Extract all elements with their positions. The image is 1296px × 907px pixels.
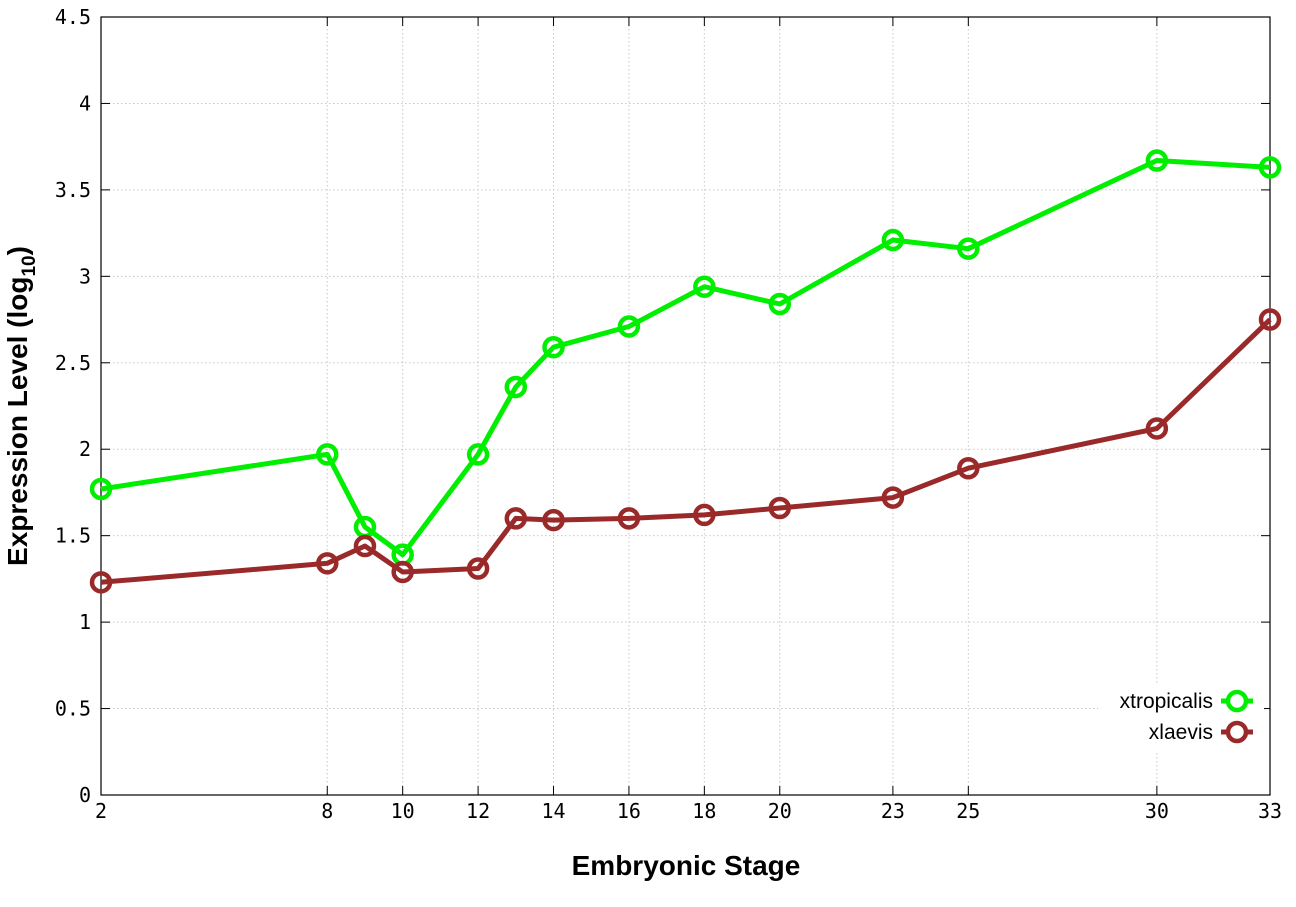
legend: xtropicalis xlaevis bbox=[1098, 683, 1264, 751]
data-point bbox=[1258, 156, 1282, 179]
y-tick-label: 2 bbox=[79, 437, 91, 461]
y-axis-title-main: Expression Level (log bbox=[2, 277, 33, 566]
data-point bbox=[693, 275, 716, 298]
data-point bbox=[617, 507, 641, 530]
y-tick-label: 1.5 bbox=[55, 524, 91, 548]
data-point bbox=[881, 486, 905, 509]
data-point bbox=[957, 456, 980, 480]
legend-marker bbox=[1225, 689, 1249, 713]
x-tick-label: 20 bbox=[768, 799, 792, 823]
x-tick-label: 10 bbox=[391, 799, 415, 823]
data-point bbox=[504, 375, 528, 399]
y-axis-title-close: ) bbox=[2, 246, 33, 255]
data-point bbox=[89, 477, 113, 501]
y-tick-label: 0.5 bbox=[55, 697, 91, 721]
y-tick-label: 0 bbox=[79, 783, 91, 807]
legend-label: xtropicalis bbox=[1120, 690, 1213, 713]
axis-ticks: 0 0.5 1 1.5 2 2.5 3 3.5 4 4.5 2 8 10 12 14 16 18 20 23 25 30… bbox=[55, 5, 1282, 823]
data-point bbox=[391, 560, 414, 584]
data-point bbox=[353, 534, 377, 558]
x-tick-label: 14 bbox=[541, 799, 565, 823]
data-point bbox=[1258, 308, 1282, 331]
x-tick-label: 18 bbox=[692, 799, 716, 823]
y-axis-title: Expression Level (log10) bbox=[2, 246, 40, 566]
series-xlaevis bbox=[89, 308, 1282, 594]
data-point bbox=[466, 557, 490, 580]
data-point bbox=[881, 228, 905, 252]
data-point bbox=[1145, 417, 1169, 440]
data-point bbox=[316, 552, 339, 575]
y-tick-label: 4.5 bbox=[55, 5, 91, 29]
data-point bbox=[617, 315, 641, 338]
x-tick-label: 12 bbox=[466, 799, 490, 823]
grid bbox=[101, 17, 1270, 795]
data-point bbox=[353, 515, 377, 539]
x-tick-label: 25 bbox=[956, 799, 980, 823]
series-line bbox=[100, 158, 1271, 558]
data-point bbox=[768, 496, 792, 520]
data-point bbox=[89, 571, 113, 594]
data-series bbox=[89, 149, 1282, 594]
y-tick-label: 1 bbox=[79, 610, 91, 634]
data-point bbox=[316, 443, 339, 466]
y-tick-label: 4 bbox=[79, 91, 91, 115]
data-point bbox=[1145, 149, 1169, 172]
x-tick-label: 8 bbox=[321, 799, 333, 823]
x-tick-label: 30 bbox=[1145, 799, 1169, 823]
x-axis-title: Embryonic Stage bbox=[572, 850, 801, 881]
data-point bbox=[466, 443, 490, 466]
x-tick-label: 2 bbox=[95, 799, 107, 823]
series-xtropicalis bbox=[89, 149, 1282, 566]
data-point bbox=[542, 335, 565, 359]
x-tick-label: 23 bbox=[881, 799, 905, 823]
legend-marker bbox=[1225, 720, 1249, 744]
data-point bbox=[504, 507, 528, 530]
y-tick-label: 3 bbox=[79, 264, 91, 288]
y-tick-label: 3.5 bbox=[55, 178, 91, 202]
x-tick-label: 33 bbox=[1258, 799, 1282, 823]
plot-area-border bbox=[100, 16, 1271, 796]
y-tick-label: 2.5 bbox=[55, 351, 91, 375]
data-point bbox=[542, 508, 565, 532]
data-point bbox=[957, 237, 980, 260]
series-line bbox=[100, 317, 1272, 585]
data-point bbox=[768, 292, 792, 316]
y-axis-title-subscript: 10 bbox=[19, 255, 40, 276]
legend-label: xlaevis bbox=[1149, 721, 1213, 744]
data-point bbox=[693, 503, 716, 527]
x-tick-label: 16 bbox=[617, 799, 641, 823]
